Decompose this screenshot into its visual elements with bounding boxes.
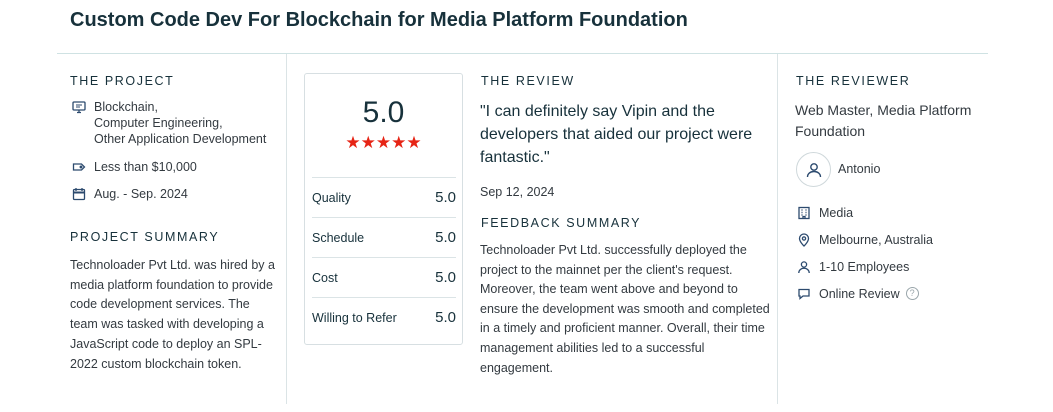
header-divider [57,53,988,54]
project-summary-label: PROJECT SUMMARY [70,230,220,244]
review-quote: "I can definitely say Vipin and the deve… [480,103,753,166]
project-section-label: THE PROJECT [70,74,175,88]
service-item: Other Application Development [94,132,267,146]
chat-bubble-icon [797,287,811,301]
reviewer-name: Antonio [838,162,881,176]
building-icon [797,206,811,220]
rating-value: 5.0 [435,269,456,286]
calendar-icon [72,187,86,201]
reviewer-company-size: 1-10 Employees [797,259,909,275]
review-section-label: THE REVIEW [481,74,575,88]
tag-icon [72,160,86,174]
industry-text: Media [819,206,854,220]
rating-row-schedule: Schedule 5.0 [312,217,456,257]
rating-label: Cost [312,270,338,285]
avatar [796,152,831,187]
column-divider [286,54,287,404]
overall-score: 5.0 [362,96,405,129]
star-rating: ★★★★★ [345,133,422,152]
reviewer-industry: Media [797,205,853,221]
rating-row-cost: Cost 5.0 [312,257,456,297]
feedback-summary-text: Technoloader Pvt Ltd. successfully deplo… [480,243,770,375]
rating-row-quality: Quality 5.0 [312,177,456,217]
help-icon[interactable]: ? [905,287,919,300]
rating-label: Willing to Refer [312,310,397,325]
person-icon [797,260,811,274]
project-dates: Aug. - Sep. 2024 [72,186,188,202]
project-services: Blockchain, Computer Engineering, Other … [72,99,266,147]
rating-value: 5.0 [435,309,456,326]
budget-text: Less than $10,000 [94,160,197,174]
reviewer-title: Web Master, Media Platform Foundation [795,102,972,139]
review-type-text: Online Review [819,287,900,301]
reviewer-review-type: Online Review ? [797,286,919,302]
rating-row-willing-to-refer: Willing to Refer 5.0 [312,297,456,337]
rating-value: 5.0 [435,189,456,206]
project-budget: Less than $10,000 [72,159,197,175]
monitor-icon [72,100,86,114]
service-item: Blockchain, [94,100,158,114]
location-pin-icon [797,233,811,247]
rating-label: Quality [312,190,351,205]
dates-text: Aug. - Sep. 2024 [94,187,188,201]
project-summary-text: Technoloader Pvt Ltd. was hired by a med… [70,258,275,371]
reviewer-location: Melbourne, Australia [797,232,933,248]
page-title: Custom Code Dev For Blockchain for Media… [70,9,688,31]
rating-value: 5.0 [435,229,456,246]
rating-label: Schedule [312,230,365,245]
service-item: Computer Engineering, [94,116,223,130]
company-size-text: 1-10 Employees [819,260,910,274]
location-text: Melbourne, Australia [819,233,933,247]
reviewer-section-label: THE REVIEWER [796,74,911,88]
rating-card: 5.0 ★★★★★ Quality 5.0 Schedule 5.0 Cost … [304,73,463,345]
review-date: Sep 12, 2024 [480,185,555,199]
feedback-summary-label: FEEDBACK SUMMARY [481,216,642,230]
user-icon [806,162,821,177]
column-divider [777,54,778,404]
